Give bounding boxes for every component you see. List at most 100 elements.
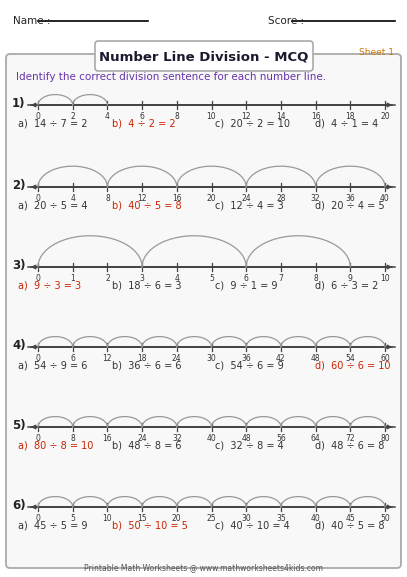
Text: a)  14 ÷ 7 = 2: a) 14 ÷ 7 = 2: [18, 119, 88, 129]
Text: 0: 0: [35, 434, 40, 443]
Text: c)  12 ÷ 4 = 3: c) 12 ÷ 4 = 3: [215, 201, 284, 211]
Text: b)  40 ÷ 5 = 8: b) 40 ÷ 5 = 8: [112, 201, 182, 211]
Text: 5): 5): [12, 419, 26, 433]
Text: 16: 16: [172, 194, 182, 203]
Text: Sheet 1: Sheet 1: [359, 48, 394, 57]
Text: 6: 6: [70, 354, 75, 363]
Text: 25: 25: [207, 514, 216, 523]
Text: 12: 12: [137, 194, 147, 203]
Text: 28: 28: [276, 194, 286, 203]
Text: 20: 20: [207, 194, 216, 203]
Text: 32: 32: [311, 194, 320, 203]
Text: c)  20 ÷ 2 = 10: c) 20 ÷ 2 = 10: [215, 119, 290, 129]
Text: 0: 0: [35, 274, 40, 283]
Text: 14: 14: [276, 112, 286, 121]
Text: 18: 18: [137, 354, 147, 363]
Text: 64: 64: [311, 434, 320, 443]
Text: 5: 5: [209, 274, 214, 283]
Text: 24: 24: [137, 434, 147, 443]
Text: 6): 6): [12, 500, 26, 512]
Text: Identify the correct division sentence for each number line.: Identify the correct division sentence f…: [16, 72, 326, 82]
Text: 36: 36: [241, 354, 251, 363]
Text: 32: 32: [172, 434, 182, 443]
Text: 56: 56: [276, 434, 286, 443]
Text: 48: 48: [311, 354, 320, 363]
Text: 9: 9: [348, 274, 353, 283]
Text: 6: 6: [140, 112, 144, 121]
Text: 7: 7: [278, 274, 283, 283]
Text: 54: 54: [346, 354, 355, 363]
Text: b)  50 ÷ 10 = 5: b) 50 ÷ 10 = 5: [112, 521, 188, 531]
Text: 45: 45: [346, 514, 355, 523]
FancyBboxPatch shape: [95, 41, 313, 71]
Text: 48: 48: [241, 434, 251, 443]
Text: 8: 8: [175, 112, 179, 121]
Text: 35: 35: [276, 514, 286, 523]
Text: b)  48 ÷ 8 = 6: b) 48 ÷ 8 = 6: [112, 441, 182, 451]
Text: 3): 3): [12, 260, 26, 272]
Text: 18: 18: [346, 112, 355, 121]
Text: 8: 8: [70, 434, 75, 443]
Text: 0: 0: [35, 194, 40, 203]
Text: d)  60 ÷ 6 = 10: d) 60 ÷ 6 = 10: [315, 361, 390, 371]
Text: 20: 20: [380, 112, 390, 121]
Text: 30: 30: [241, 514, 251, 523]
Text: 12: 12: [241, 112, 251, 121]
Text: 0: 0: [35, 354, 40, 363]
Text: 10: 10: [380, 274, 390, 283]
Text: a)  9 ÷ 3 = 3: a) 9 ÷ 3 = 3: [18, 281, 81, 291]
Text: Name :: Name :: [13, 16, 50, 26]
Text: 1: 1: [70, 274, 75, 283]
FancyBboxPatch shape: [6, 54, 401, 568]
Text: b)  36 ÷ 6 = 6: b) 36 ÷ 6 = 6: [112, 361, 182, 371]
Text: 16: 16: [311, 112, 320, 121]
Text: d)  40 ÷ 5 = 8: d) 40 ÷ 5 = 8: [315, 521, 385, 531]
Text: 20: 20: [172, 514, 182, 523]
Text: d)  48 ÷ 6 = 8: d) 48 ÷ 6 = 8: [315, 441, 384, 451]
Text: Number Line Division - MCQ: Number Line Division - MCQ: [99, 51, 309, 63]
Text: 40: 40: [207, 434, 217, 443]
Text: a)  45 ÷ 5 = 9: a) 45 ÷ 5 = 9: [18, 521, 88, 531]
Text: 15: 15: [137, 514, 147, 523]
Text: 80: 80: [380, 434, 390, 443]
Text: 24: 24: [172, 354, 182, 363]
Text: b)  4 ÷ 2 = 2: b) 4 ÷ 2 = 2: [112, 119, 176, 129]
Text: a)  54 ÷ 9 = 6: a) 54 ÷ 9 = 6: [18, 361, 88, 371]
Text: Printable Math Worksheets @ www.mathworksheets4kids.com: Printable Math Worksheets @ www.mathwork…: [83, 563, 322, 572]
Text: 30: 30: [207, 354, 217, 363]
Text: 24: 24: [241, 194, 251, 203]
Text: 60: 60: [380, 354, 390, 363]
Text: 2: 2: [70, 112, 75, 121]
Text: 1): 1): [12, 98, 26, 111]
Text: 6: 6: [244, 274, 249, 283]
Text: d)  20 ÷ 4 = 5: d) 20 ÷ 4 = 5: [315, 201, 385, 211]
Text: 10: 10: [207, 112, 216, 121]
Text: 40: 40: [311, 514, 320, 523]
Text: b)  18 ÷ 6 = 3: b) 18 ÷ 6 = 3: [112, 281, 182, 291]
Text: d)  6 ÷ 3 = 2: d) 6 ÷ 3 = 2: [315, 281, 379, 291]
Text: 0: 0: [35, 514, 40, 523]
Text: 2: 2: [105, 274, 110, 283]
Text: 8: 8: [105, 194, 110, 203]
Text: 40: 40: [380, 194, 390, 203]
Text: 8: 8: [313, 274, 318, 283]
Text: 10: 10: [103, 514, 112, 523]
Text: 4: 4: [105, 112, 110, 121]
Text: c)  54 ÷ 6 = 9: c) 54 ÷ 6 = 9: [215, 361, 284, 371]
Text: 72: 72: [346, 434, 355, 443]
Text: 0: 0: [35, 112, 40, 121]
Text: 5: 5: [70, 514, 75, 523]
Text: c)  9 ÷ 1 = 9: c) 9 ÷ 1 = 9: [215, 281, 278, 291]
Text: 50: 50: [380, 514, 390, 523]
Text: d)  4 ÷ 1 = 4: d) 4 ÷ 1 = 4: [315, 119, 378, 129]
Text: Score :: Score :: [268, 16, 304, 26]
Text: 4: 4: [70, 194, 75, 203]
Text: 2): 2): [12, 179, 26, 193]
Text: 12: 12: [103, 354, 112, 363]
Text: c)  40 ÷ 10 = 4: c) 40 ÷ 10 = 4: [215, 521, 290, 531]
Text: 4): 4): [12, 339, 26, 353]
Text: 42: 42: [276, 354, 286, 363]
Text: 16: 16: [103, 434, 112, 443]
Text: a)  20 ÷ 5 = 4: a) 20 ÷ 5 = 4: [18, 201, 88, 211]
Text: 36: 36: [346, 194, 355, 203]
